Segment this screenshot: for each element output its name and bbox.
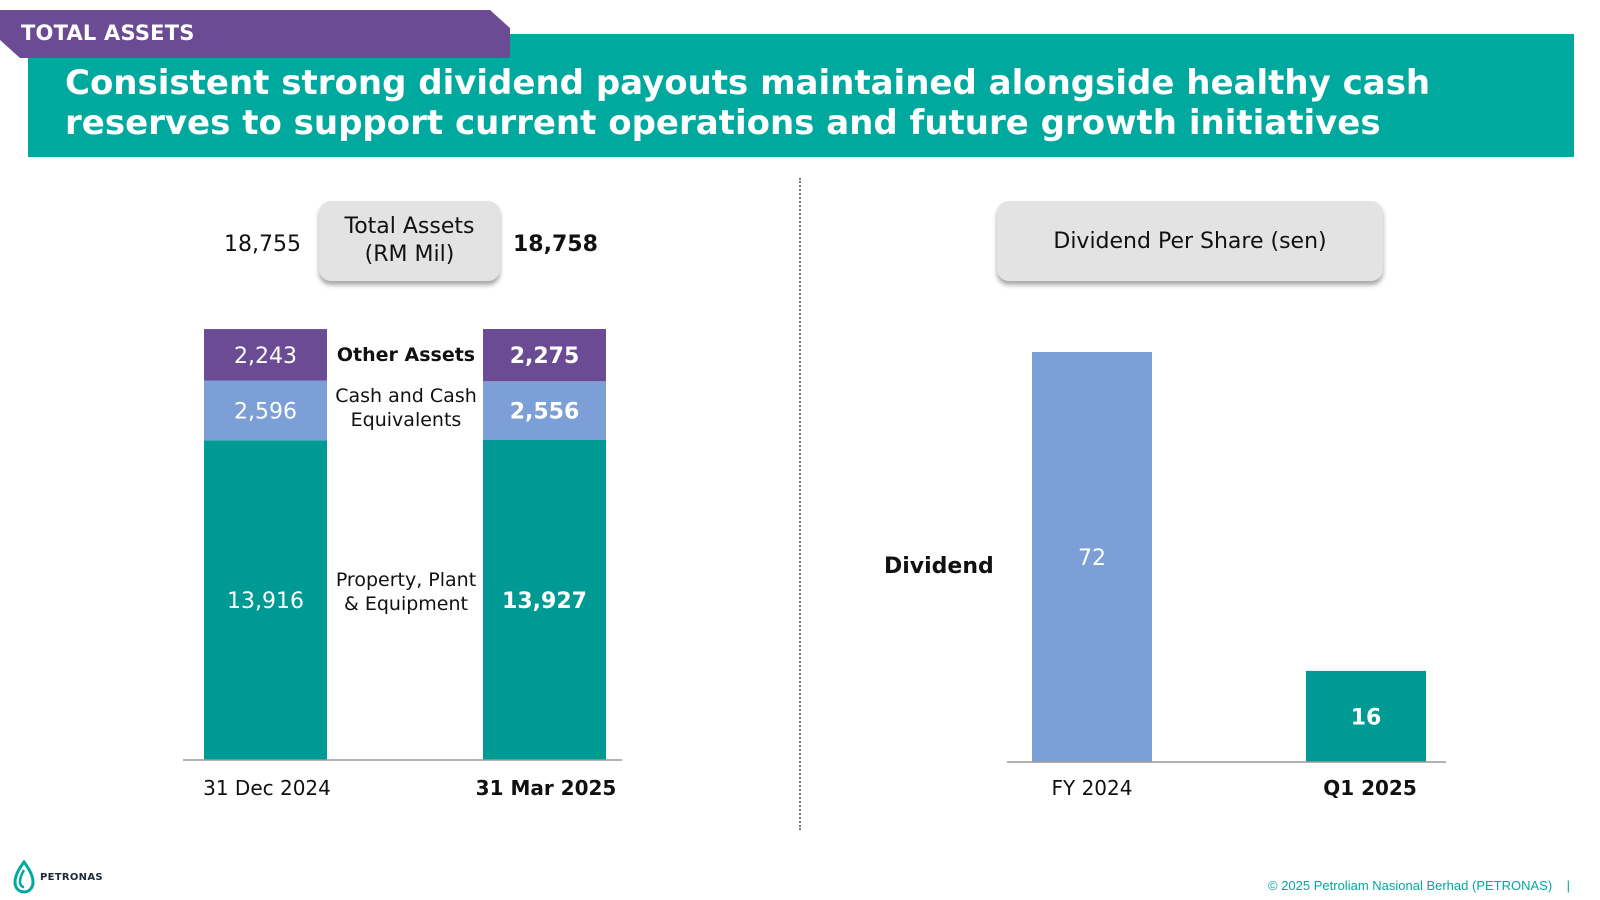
dividend-chart-title: Dividend Per Share (sen) [1053, 228, 1327, 254]
total-assets-dec-2024: 18,755 [224, 232, 301, 257]
section-tag: TOTAL ASSETS [0, 10, 510, 58]
petronas-drop-icon [13, 860, 35, 894]
dividend-x-tick-fy2024: FY 2024 [1051, 776, 1133, 800]
assets-bar-cash-0 [204, 380, 327, 441]
footer-separator: | [1566, 878, 1570, 893]
assets-data-label-ppe-0: 13,916 [227, 589, 304, 614]
assets-data-label-other-0: 2,243 [234, 344, 297, 369]
total-assets-title-pill: Total Assets (RM Mil) [319, 201, 500, 281]
dividend-x-tick-q12025: Q1 2025 [1323, 776, 1417, 800]
section-tag-label: TOTAL ASSETS [21, 21, 195, 45]
dividend-bar-0 [1032, 352, 1152, 762]
dividend-title-pill: Dividend Per Share (sen) [997, 201, 1383, 281]
assets-data-label-cash-1: 2,556 [510, 400, 580, 425]
total-assets-chart-title: Total Assets (RM Mil) [344, 214, 475, 267]
page-title: Consistent strong dividend payouts maint… [65, 63, 1431, 143]
assets-data-label-ppe-1: 13,927 [502, 589, 587, 614]
assets-data-label-cash-0: 2,596 [234, 399, 297, 424]
dividend-data-label-1: 16 [1351, 705, 1382, 730]
segment-label-other-assets: Other Assets [336, 344, 476, 366]
assets-bar-cash-1 [483, 381, 606, 441]
petronas-logo: PETRONAS [12, 860, 103, 894]
segment-label-cash: Cash and Cash Equivalents [335, 385, 477, 431]
total-assets-mar-2025: 18,758 [513, 232, 598, 257]
total-assets-chart: 13,916 2,596 2,243 13,927 2,556 2,275 [204, 329, 606, 760]
headline-banner: Consistent strong dividend payouts maint… [28, 34, 1574, 157]
segment-label-ppe: Property, Plant & Equipment [335, 569, 477, 615]
assets-x-tick-dec-2024: 31 Dec 2024 [203, 776, 331, 800]
dividend-bar-1 [1306, 670, 1426, 762]
logo-text: PETRONAS [40, 871, 103, 883]
dividend-data-label-0: 72 [1078, 546, 1106, 571]
assets-bar-other-0 [204, 329, 327, 381]
dividend-chart: 72 16 [1032, 352, 1426, 762]
assets-bar-ppe-0 [204, 440, 327, 760]
assets-bar-other-1 [483, 329, 606, 382]
assets-data-label-other-1: 2,275 [510, 344, 580, 369]
copyright-text: © 2025 Petroliam Nasional Berhad (PETRON… [1268, 878, 1553, 893]
dividend-y-label: Dividend [884, 554, 994, 579]
assets-bar-ppe-1 [483, 440, 606, 760]
assets-x-tick-mar-2025: 31 Mar 2025 [475, 776, 617, 800]
panel-divider [799, 178, 801, 830]
footer-copyright: © 2025 Petroliam Nasional Berhad (PETRON… [1268, 878, 1570, 893]
